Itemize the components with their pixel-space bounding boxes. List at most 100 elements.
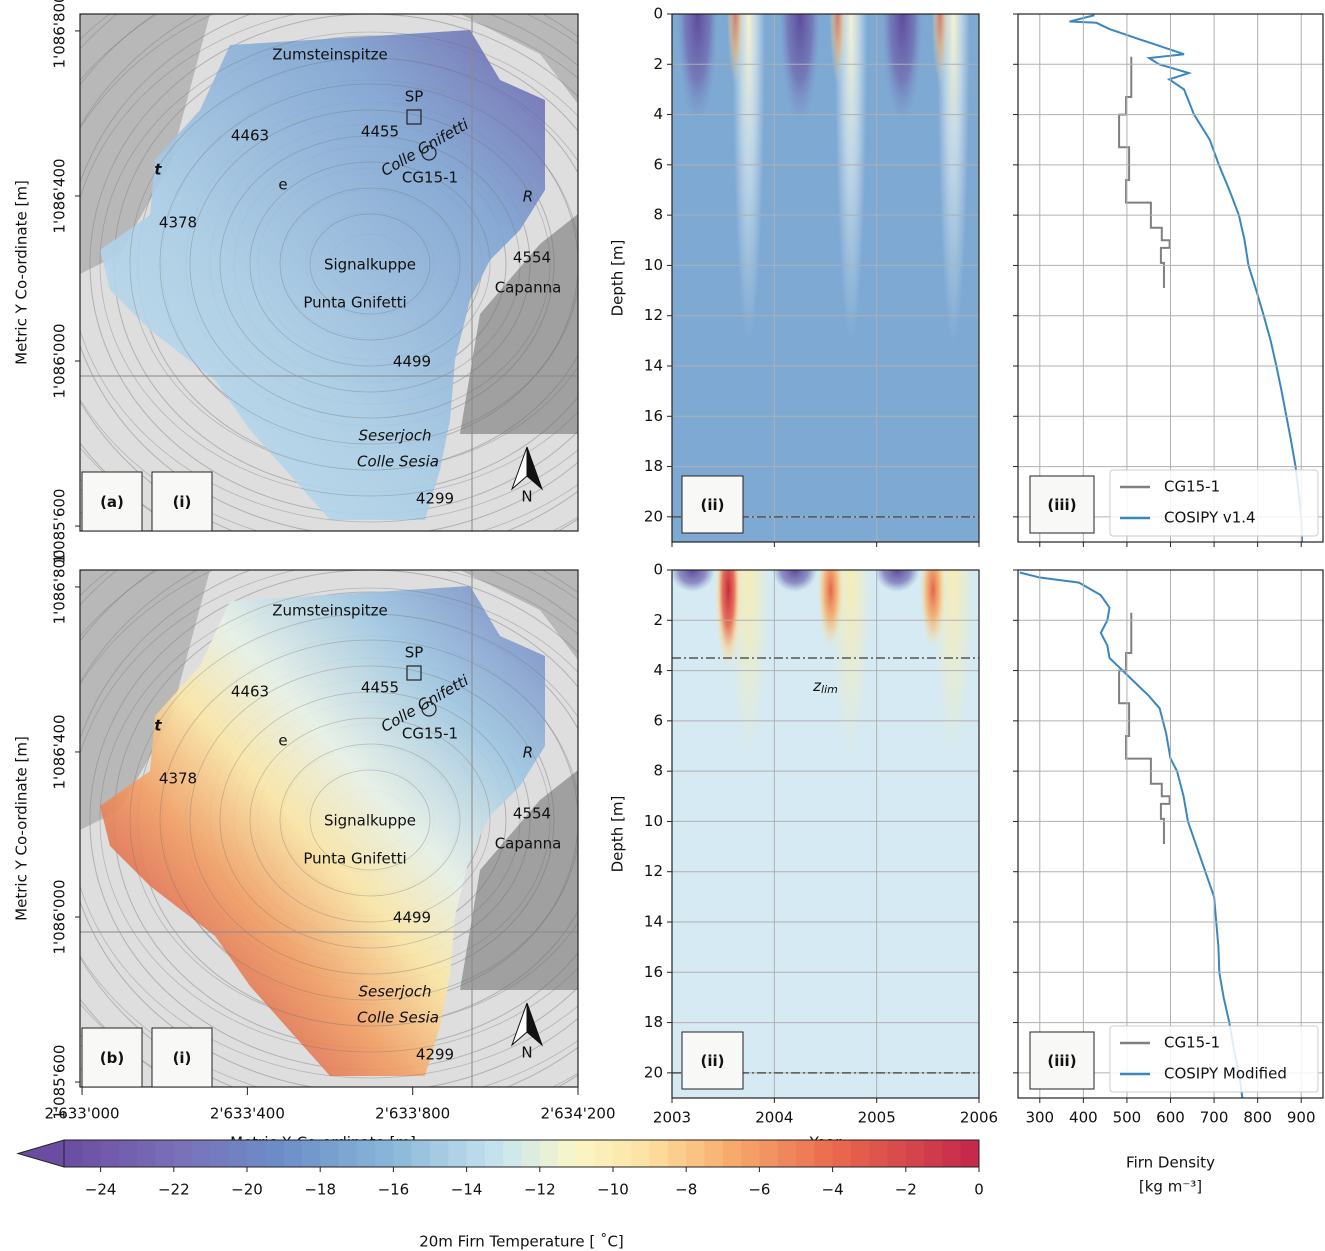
- panel-label: (i): [173, 493, 192, 511]
- place-label: Zumsteinspitze: [272, 46, 387, 64]
- x-tick-label: 2003: [653, 1109, 691, 1127]
- colorbar-step: [705, 1140, 724, 1167]
- colorbar-step: [320, 1140, 339, 1167]
- place-label: 4499: [393, 909, 431, 927]
- place-label: 4299: [416, 1046, 454, 1064]
- y-tick-label: 2: [653, 55, 663, 73]
- legend-label: CG15-1: [1164, 1034, 1220, 1052]
- y-tick-label: 20: [644, 1063, 663, 1081]
- colorbar-step: [576, 1140, 595, 1167]
- place-label: CG15-1: [402, 169, 458, 187]
- colorbar-label: 20m Firn Temperature [ ˚C]: [419, 1233, 624, 1251]
- y-tick-label: 2: [653, 611, 663, 629]
- colorbar-step: [302, 1140, 321, 1167]
- place-label: Capanna: [495, 835, 562, 853]
- colorbar-tick-label: −20: [231, 1181, 263, 1199]
- y-tick-label: 20: [644, 507, 663, 525]
- legend-label: CG15-1: [1164, 478, 1220, 496]
- x-tick-label: 500: [1113, 1109, 1142, 1127]
- colorbar-step: [192, 1140, 211, 1167]
- colorbar-step: [869, 1140, 888, 1167]
- colorbar-tick-label: −10: [597, 1181, 629, 1199]
- colorbar-step: [942, 1140, 961, 1167]
- colorbar-step: [339, 1140, 358, 1167]
- colorbar-step: [833, 1140, 852, 1167]
- place-label: 4499: [393, 353, 431, 371]
- place-label: 4378: [159, 214, 197, 232]
- place-label: 4554: [513, 805, 551, 823]
- y-tick-label: 0: [653, 5, 663, 23]
- panel-label: (ii): [701, 1052, 725, 1070]
- x-tick-label: 2'634'200: [540, 1105, 615, 1123]
- x-tick-label: 800: [1243, 1109, 1272, 1127]
- y-tick-label: 10: [644, 256, 663, 274]
- colorbar-step: [156, 1140, 175, 1167]
- place-label: t: [154, 161, 162, 179]
- colorbar-step: [961, 1140, 980, 1167]
- x-tick-label: 2005: [858, 1109, 896, 1127]
- y-tick-label: 16: [644, 963, 663, 981]
- y-tick-label: 4: [653, 105, 663, 123]
- panel-label: (b): [100, 1049, 124, 1067]
- x-tick-label: 2'633'000: [45, 1105, 120, 1123]
- colorbar-step: [814, 1140, 833, 1167]
- panel-label: (ii): [701, 496, 725, 514]
- season-pattern: [817, 530, 844, 650]
- x-tick-label: 400: [1069, 1109, 1098, 1127]
- place-label: Punta Gnifetti: [303, 850, 406, 868]
- colorbar-tick-label: −18: [304, 1181, 336, 1199]
- y-tick-label: 1'086'400: [51, 714, 69, 789]
- colorbar-step: [393, 1140, 412, 1167]
- colorbar-step: [430, 1140, 449, 1167]
- place-label: Seserjoch: [358, 983, 431, 1001]
- y-tick-label: 18: [644, 1013, 663, 1031]
- colorbar-step: [448, 1140, 467, 1167]
- y-tick-label: 6: [653, 155, 663, 173]
- place-label: R: [523, 744, 533, 762]
- colorbar-step: [668, 1140, 687, 1167]
- heatmap-background: [672, 14, 979, 542]
- colorbar-tick-label: −14: [451, 1181, 483, 1199]
- y-axis-label: Metric Y Co-ordinate [m]: [13, 180, 31, 365]
- y-tick-label: 12: [644, 306, 663, 324]
- colorbar-tick-label: −12: [524, 1181, 556, 1199]
- place-label: Colle Sesia: [357, 1009, 439, 1027]
- colorbar-step: [467, 1140, 486, 1167]
- place-label: 4463: [231, 127, 269, 145]
- x-tick-label: 600: [1156, 1109, 1185, 1127]
- x-tick-label: 2'633'400: [210, 1105, 285, 1123]
- colorbar-step: [723, 1140, 742, 1167]
- y-tick-label: 1'086'000: [51, 323, 69, 398]
- colorbar-step: [412, 1140, 431, 1167]
- place-label: N: [521, 488, 532, 506]
- colorbar-step: [796, 1140, 815, 1167]
- colorbar-step: [375, 1140, 394, 1167]
- y-axis-label: Metric Y Co-ordinate [m]: [13, 736, 31, 921]
- y-tick-label: 1'086'400: [51, 158, 69, 233]
- annotation-sub: lim: [821, 683, 838, 696]
- colorbar-step: [851, 1140, 870, 1167]
- x-tick-label: 900: [1287, 1109, 1316, 1127]
- colorbar-tick-label: −16: [378, 1181, 410, 1199]
- panel-label: (iii): [1047, 496, 1076, 514]
- clip-group: [1069, 15, 1302, 542]
- page: ZumsteinspitzeSP44634455Colle GnifettiCG…: [0, 0, 1325, 1251]
- colorbar-step: [247, 1140, 266, 1167]
- panel-label: (iii): [1047, 1052, 1076, 1070]
- y-tick-label: 12: [644, 862, 663, 880]
- place-label: SP: [405, 88, 424, 106]
- place-label: Punta Gnifetti: [303, 294, 406, 312]
- place-label: 4463: [231, 683, 269, 701]
- y-axis-label: Depth [m]: [609, 796, 627, 873]
- y-tick-label: 14: [644, 913, 663, 931]
- x-tick-label: 2'633'800: [375, 1105, 450, 1123]
- colorbar-extension: [18, 1140, 64, 1167]
- colorbar-step: [924, 1140, 943, 1167]
- place-label: t: [154, 717, 162, 735]
- y-tick-label: 16: [644, 407, 663, 425]
- place-label: 4299: [416, 490, 454, 508]
- place-label: 4554: [513, 249, 551, 267]
- y-tick-label: 1'086'000: [51, 879, 69, 954]
- colorbar-tick-label: 0: [974, 1181, 984, 1199]
- figure: ZumsteinspitzeSP44634455Colle GnifettiCG…: [0, 0, 1325, 1251]
